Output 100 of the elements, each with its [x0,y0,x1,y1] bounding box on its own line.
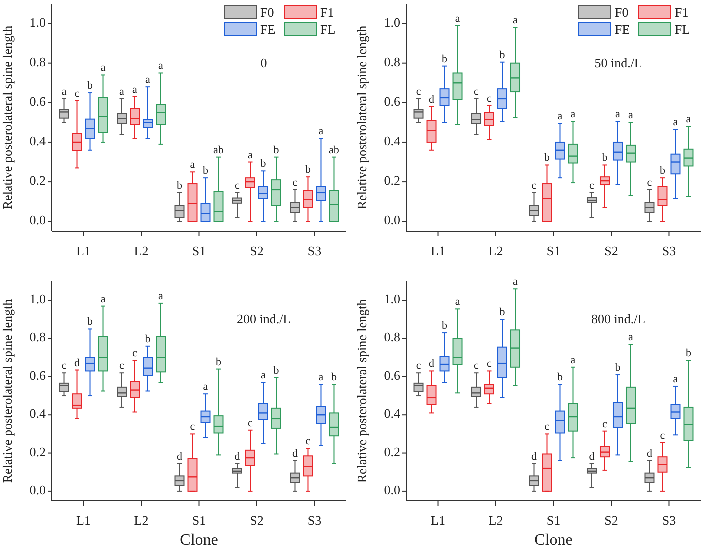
text: c [474,360,479,372]
text: a [132,84,138,96]
y-axis-title: Relative posterolateral spine length [354,25,370,210]
text: a [628,331,634,344]
y-tick-label: 0.8 [384,54,400,70]
text: d [292,448,298,460]
y-tick-label: 0.0 [384,482,400,498]
y-tick-label: 0.4 [30,406,46,422]
y-tick-label: 0.4 [30,133,46,148]
x-tick-label: L1 [431,244,446,258]
x-tick-label: S2 [250,513,264,528]
legend-label: FE [615,22,630,37]
text: b [442,320,448,332]
x-tick-label: S3 [308,513,322,528]
text: d [646,448,652,460]
text: a [558,110,563,123]
text: d [429,94,435,106]
y-tick-label: 0.6 [30,94,46,109]
text: a [62,86,67,98]
text: a [673,116,678,129]
text: d [234,450,240,463]
text: b [216,356,222,368]
legend-label: FE [260,22,276,37]
y-tick-label: 0.2 [384,173,400,188]
x-tick-label: L2 [488,244,504,258]
text: b [331,372,337,384]
y-tick-label: 0.4 [384,133,401,148]
text: d [177,450,182,463]
text: c [602,418,608,430]
text: c [306,436,311,448]
text: b [558,372,563,384]
text: 50 ind./L [594,55,642,70]
x-axis-title: Clone [180,532,218,549]
text: 800 ind./L [591,311,646,326]
y-axis-title: Relative posterolateral spine length [0,25,15,210]
y-tick-label: 0.8 [384,330,400,345]
text: b [442,53,448,66]
y-tick-label: 0.6 [384,368,401,383]
legend-label: FL [320,22,336,37]
text: b [274,364,280,377]
x-tick-label: L1 [76,244,91,258]
text: c [474,86,479,98]
text: b [260,158,266,170]
legend-label: FL [675,22,690,37]
y-tick-label: 1.0 [384,14,400,30]
x-tick-label: S1 [192,513,206,528]
x-tick-label: S2 [604,513,618,528]
text: a [673,373,678,386]
text: c [74,88,80,100]
y-tick-label: 0.0 [384,212,400,228]
y-tick-label: 0.4 [384,406,401,422]
text: a [203,381,208,394]
text: b [660,165,666,178]
y-axis-title: Relative posterolateral spine length [0,298,15,484]
x-tick-label: S1 [192,244,206,258]
x-axis-title: Clone [534,532,573,549]
text: d [532,450,537,463]
x-tick-label: S2 [604,244,618,258]
text: a [248,149,253,162]
x-tick-label: L1 [76,513,91,528]
text: b [88,80,94,92]
text: a [158,290,164,302]
legend-label: F0 [615,5,629,20]
text: a [100,62,106,74]
y-tick-label: 0.8 [30,330,46,345]
text: c [544,421,550,434]
text: a [455,296,460,308]
text: a [570,354,576,366]
text: c [190,421,196,434]
text: b [602,152,608,164]
text: b [305,164,311,176]
text: c [120,360,124,372]
text: b [615,362,621,374]
text: a [616,108,620,121]
text: c [647,176,652,189]
y-tick-label: 0.0 [30,212,46,228]
text: a [455,12,460,25]
text: c [292,176,298,189]
text: 0 [260,55,268,70]
x-tick-label: L1 [431,513,446,528]
text: ab [329,144,340,156]
y-axis-title: Relative posterolateral spine length [354,298,370,484]
x-tick-label: S1 [546,244,561,258]
text: b [145,333,151,346]
text: c [62,360,67,372]
text: c [532,180,537,192]
text: b [88,316,94,328]
text: a [628,110,634,122]
y-tick-label: 0.2 [384,444,400,460]
text: c [487,92,492,105]
text: ab [214,144,224,156]
y-tick-label: 1.0 [30,292,46,307]
legend-label: F0 [260,5,274,20]
x-tick-label: S2 [250,244,264,258]
x-tick-label: S3 [662,244,676,258]
y-tick-label: 1.0 [384,292,400,307]
text: a [261,370,266,382]
x-tick-label: L2 [488,513,504,528]
y-tick-label: 0.8 [30,54,46,70]
text: a [570,108,576,121]
